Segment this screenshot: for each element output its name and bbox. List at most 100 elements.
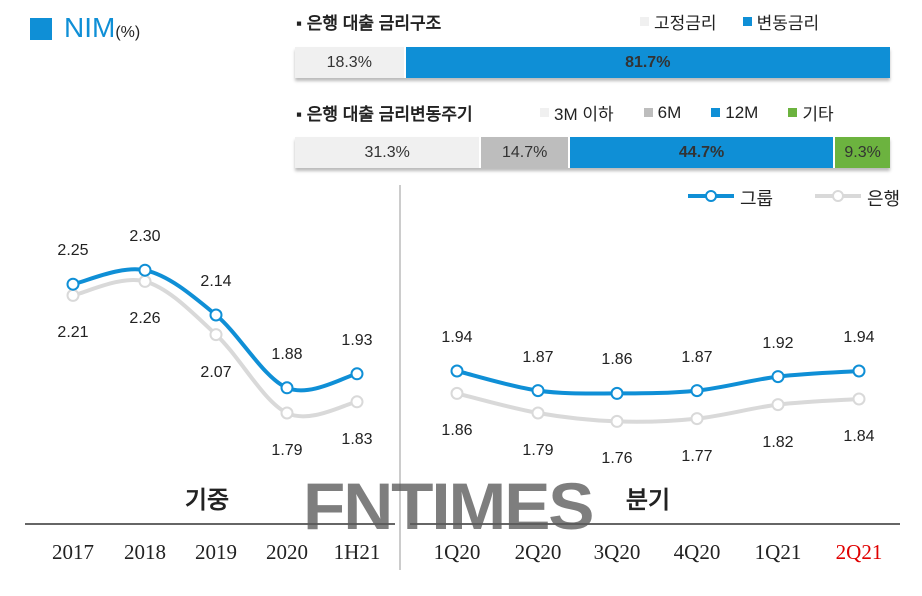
data-point xyxy=(450,386,464,400)
data-point xyxy=(690,412,704,426)
panel-label-quarter: 분기 xyxy=(625,487,671,514)
bar-segment: 44.7% xyxy=(567,137,834,168)
data-label: 1.86 xyxy=(441,422,473,440)
structure-bar: 18.3% 81.7% xyxy=(295,47,890,78)
legend-item: 기타 xyxy=(788,100,834,125)
data-label: 1.88 xyxy=(271,345,303,363)
data-label: 1.87 xyxy=(681,348,713,366)
x-tick-label: 4Q20 xyxy=(673,540,721,564)
x-tick-label: 1Q21 xyxy=(754,540,802,564)
x-tick-label: 1H21 xyxy=(333,540,381,564)
legend-item: 변동금리 xyxy=(742,9,820,34)
data-label: 1.86 xyxy=(601,351,633,369)
data-point xyxy=(852,392,866,406)
title-square-icon xyxy=(30,18,52,40)
legend-label: 기타 xyxy=(802,105,834,124)
panel-label-period: 기중 xyxy=(184,487,230,514)
legend-swatch-icon xyxy=(640,17,649,26)
legend-item: 6M xyxy=(643,100,682,125)
legend-item: 12M xyxy=(711,100,758,125)
legend-swatch-icon xyxy=(643,108,653,117)
data-label: 1.77 xyxy=(681,447,713,465)
bar-segment: 9.3% xyxy=(833,137,890,168)
bar-segment: 31.3% xyxy=(295,137,480,168)
data-label: 1.84 xyxy=(843,428,875,445)
data-point xyxy=(852,364,866,378)
legend-label: 3M 이하 xyxy=(554,105,614,124)
bar-segment: 18.3% xyxy=(295,47,404,78)
data-label: 1.94 xyxy=(843,329,875,346)
legend-item: 고정금리 xyxy=(640,9,717,34)
data-point xyxy=(610,386,624,400)
legend-marker-icon xyxy=(832,190,844,202)
data-point xyxy=(280,381,294,395)
legend-swatch-icon xyxy=(742,17,752,26)
data-point xyxy=(209,308,223,322)
data-point xyxy=(690,384,704,398)
cycle-heading: ▪ 은행 대출 금리변동주기 xyxy=(296,105,473,124)
data-label: 2.14 xyxy=(200,273,232,290)
line-legend-label: 은행 xyxy=(867,189,901,209)
data-label: 2.21 xyxy=(57,324,89,342)
legend-swatch-icon xyxy=(711,108,721,117)
legend-marker-icon xyxy=(705,190,717,202)
series-line-group xyxy=(456,369,860,396)
data-label: 1.87 xyxy=(522,348,554,366)
legend-label: 고정금리 xyxy=(654,14,717,33)
line-legend-label: 그룹 xyxy=(740,189,774,209)
data-label: 1.83 xyxy=(341,430,373,448)
data-point xyxy=(450,364,464,378)
x-tick-label: 2019 xyxy=(195,540,237,564)
x-tick-label: 2017 xyxy=(52,540,94,564)
data-point xyxy=(138,263,152,277)
data-label: 1.92 xyxy=(762,334,794,352)
cycle-heading-text: 은행 대출 금리변동주기 xyxy=(306,105,473,124)
structure-heading: ▪ 은행 대출 금리구조 xyxy=(296,14,442,33)
legend-label: 6M xyxy=(657,102,682,122)
x-tick-label: 2018 xyxy=(124,540,166,564)
data-point xyxy=(66,277,80,291)
x-tick-label: 1Q20 xyxy=(433,540,481,564)
legend-swatch-icon xyxy=(540,108,549,117)
data-point xyxy=(610,414,624,428)
cycle-legend: 3M 이하 6M 12M 기타 xyxy=(540,100,834,125)
x-tick-label: 2020 xyxy=(266,540,308,564)
data-label: 1.76 xyxy=(601,450,633,468)
data-point xyxy=(531,406,545,420)
x-tick-label: 2Q20 xyxy=(514,540,562,564)
series-line-bank xyxy=(72,278,358,419)
data-point xyxy=(280,406,294,420)
data-label: 1.79 xyxy=(522,442,554,459)
title-unit: (%) xyxy=(115,24,141,41)
data-label: 1.79 xyxy=(271,442,303,459)
cycle-bar: 31.3% 14.7% 44.7% 9.3% xyxy=(295,137,890,168)
data-point xyxy=(350,395,364,409)
data-label: 1.93 xyxy=(341,331,373,349)
x-tick-label: 3Q20 xyxy=(593,540,641,564)
data-label: 2.30 xyxy=(129,228,161,246)
data-point xyxy=(66,288,80,302)
structure-legend: 고정금리 변동금리 xyxy=(640,9,819,34)
legend-label: 변동금리 xyxy=(756,14,820,33)
legend-item: 3M 이하 xyxy=(540,100,614,125)
data-point xyxy=(350,367,364,381)
series-line-bank xyxy=(456,391,860,424)
title-text: NIM xyxy=(64,12,116,43)
data-label: 2.26 xyxy=(129,310,161,328)
data-point xyxy=(209,328,223,342)
legend-swatch-icon xyxy=(788,108,798,117)
data-label: 1.94 xyxy=(441,329,473,346)
legend-label: 12M xyxy=(725,102,759,122)
data-point xyxy=(771,398,785,412)
bar-segment: 14.7% xyxy=(479,137,568,168)
watermark-logo: FNTIMES xyxy=(303,469,595,543)
bar-segment: 81.7% xyxy=(403,47,890,78)
data-label: 2.25 xyxy=(57,242,89,260)
data-point xyxy=(138,274,152,288)
x-tick-label: 2Q21 xyxy=(835,540,883,564)
chart-title: NIM(%) xyxy=(64,12,140,44)
data-label: 2.07 xyxy=(200,363,232,381)
data-label: 1.82 xyxy=(762,433,794,451)
